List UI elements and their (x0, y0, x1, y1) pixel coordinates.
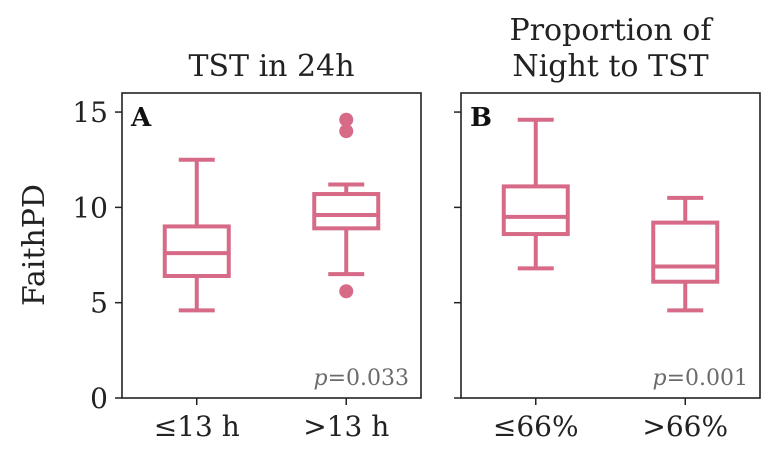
p-symbol: p (313, 366, 327, 391)
box-1 (501, 117, 570, 271)
outlier-point (339, 284, 354, 299)
plot-frame (460, 92, 761, 399)
box-2 (651, 195, 720, 313)
p-value-annotation: p=0.001 (652, 366, 748, 391)
plot-frame (121, 92, 422, 399)
p-symbol: p (652, 366, 666, 391)
iqr-box (651, 220, 720, 284)
box-1 (162, 157, 231, 313)
p-value: =0.001 (667, 366, 748, 391)
iqr-box (501, 184, 570, 237)
y-axis-label: FaithPD (17, 184, 52, 306)
panel-a: TST in 24h 0 5 10 15 ≤13 h >13 h Ap=0.033 (72, 49, 422, 443)
y-tick-label: 15 (72, 96, 108, 129)
p-value-annotation: p=0.033 (313, 366, 409, 391)
x-tick-label: >66% (642, 410, 728, 443)
outlier-point (339, 112, 354, 127)
y-tick-label: 10 (72, 191, 108, 224)
y-tick-label: 5 (90, 287, 108, 320)
panel-title: Night to TST (512, 49, 708, 84)
x-tick-label: ≤66% (493, 410, 579, 443)
panel-title: TST in 24h (188, 49, 354, 84)
iqr-box (312, 192, 381, 231)
outlier-point (339, 124, 354, 139)
x-tick-label: >13 h (303, 410, 389, 443)
y-tick-label: 0 (90, 382, 108, 415)
x-tick-label: ≤13 h (154, 410, 240, 443)
panel-letter: A (130, 103, 152, 133)
panel-letter: B (470, 103, 492, 133)
box-2 (312, 182, 381, 277)
panel-title: Proportion of (510, 13, 714, 48)
p-value: =0.033 (328, 366, 409, 391)
